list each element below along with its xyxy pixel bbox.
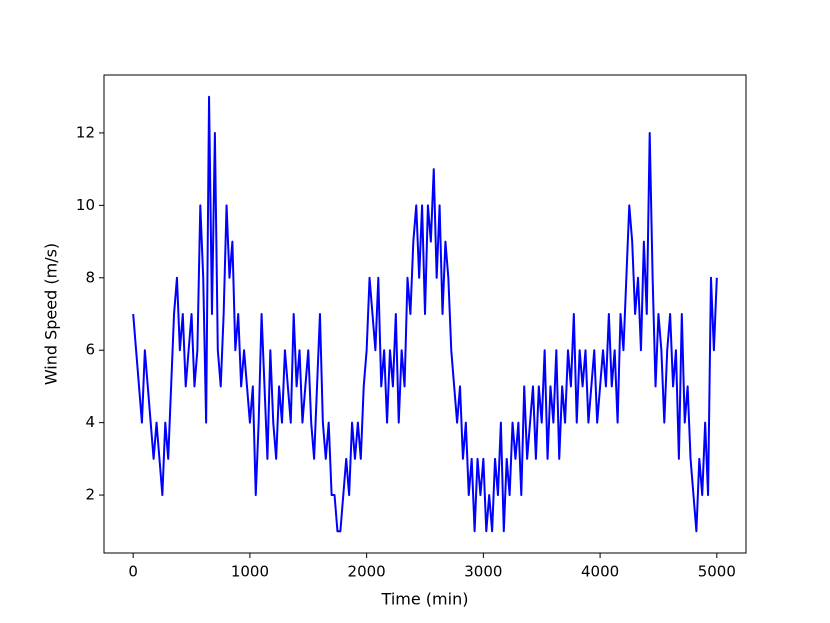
x-tick-label: 3000 [464,563,502,581]
y-axis-label: Wind Speed (m/s) [42,243,61,385]
y-tick-label: 4 [85,413,95,431]
x-axis-label: Time (min) [381,590,469,609]
y-tick-label: 2 [85,486,95,504]
x-tick-label: 0 [128,563,138,581]
y-tick-label: 6 [85,341,95,359]
x-tick-label: 1000 [231,563,269,581]
y-tick-label: 12 [76,123,95,141]
y-tick-label: 8 [85,268,95,286]
plot-frame [103,74,747,554]
y-tick-label: 10 [76,196,95,214]
x-tick-label: 4000 [581,563,619,581]
x-tick-label: 2000 [348,563,386,581]
data-line [132,95,718,533]
x-tick-label: 5000 [698,563,736,581]
